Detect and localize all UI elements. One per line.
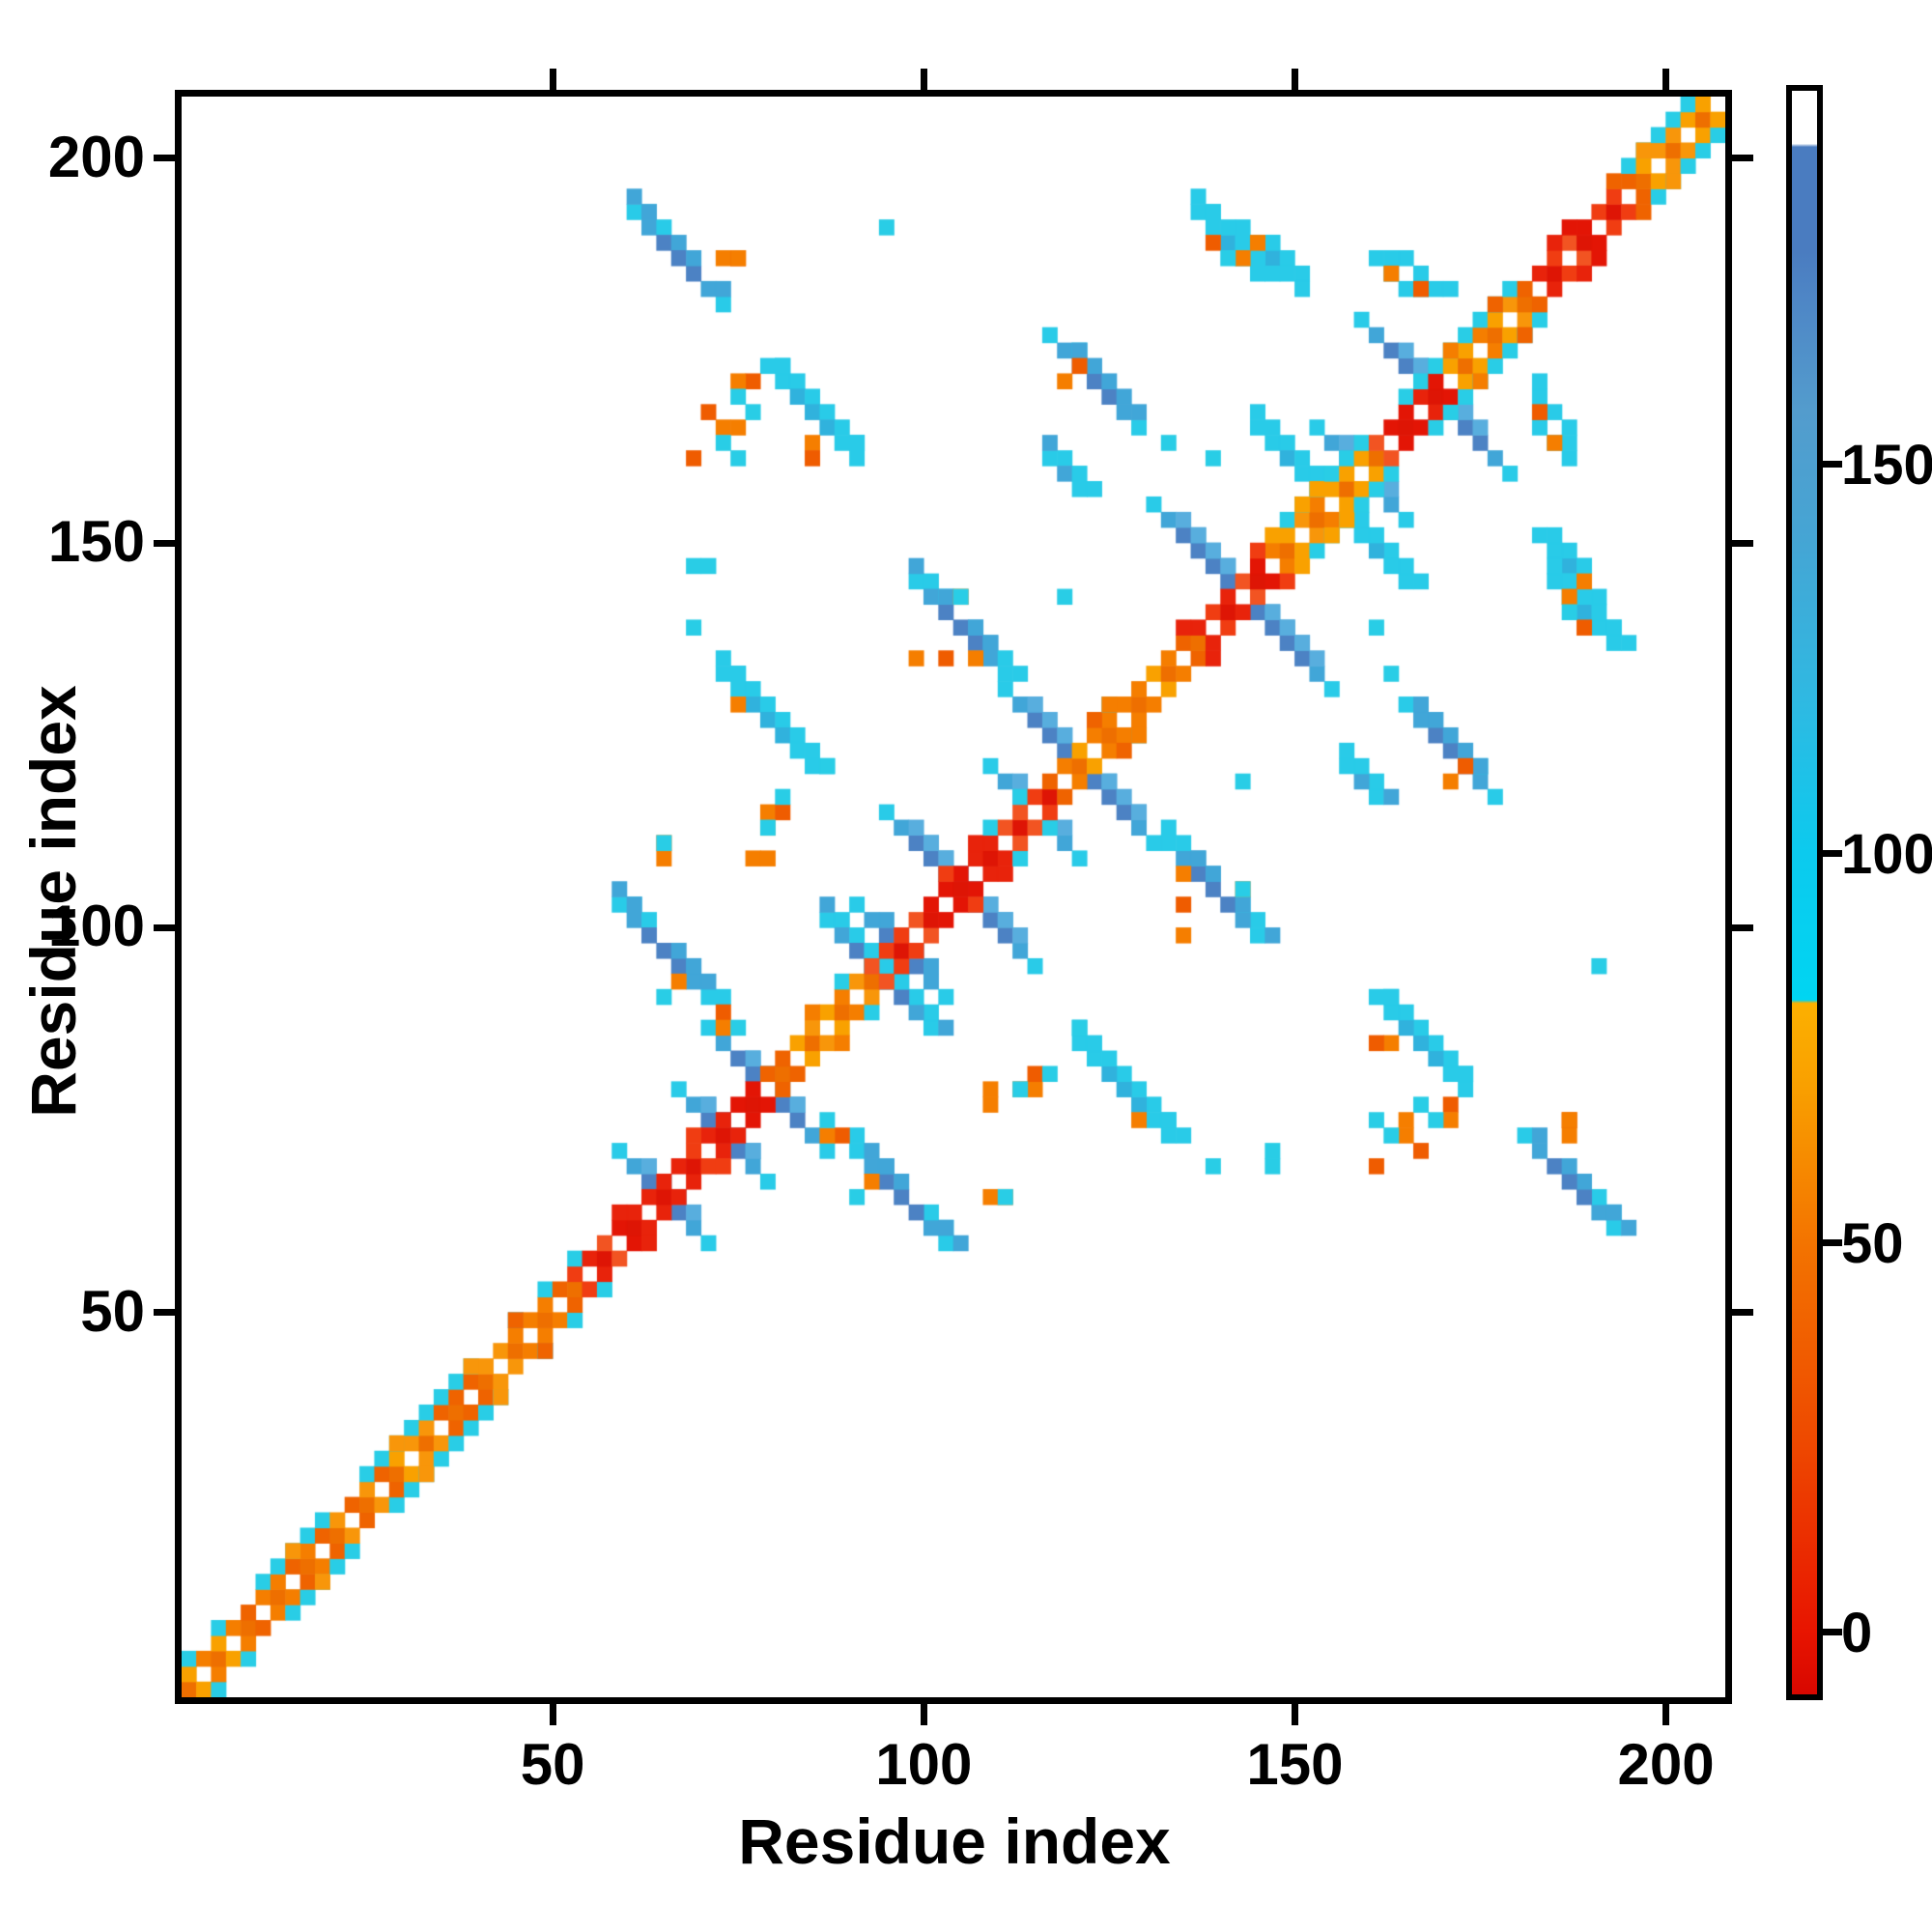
axis-tickmark <box>1823 850 1842 858</box>
colorbar-tick-label: 0 <box>1841 1601 1873 1664</box>
y-tick-label: 50 <box>80 1278 145 1344</box>
axis-tickmark <box>1662 1704 1670 1725</box>
axis-tickmark <box>1291 1704 1298 1725</box>
colorbar-gradient <box>1792 91 1817 1694</box>
axis-tickmark <box>1291 69 1298 90</box>
contact-map-canvas <box>182 97 1725 1697</box>
axis-tickmark <box>1662 69 1670 90</box>
x-tick-label: 50 <box>520 1732 585 1797</box>
colorbar-tick-label: 100 <box>1841 822 1932 886</box>
axis-tickmark <box>1823 461 1842 469</box>
axis-tickmark <box>1732 539 1753 547</box>
axis-tickmark <box>154 923 175 931</box>
x-axis-title: Residue index <box>738 1805 1171 1877</box>
axis-tickmark <box>920 69 927 90</box>
axis-tickmark <box>1823 1629 1842 1636</box>
y-axis-title: Residue index <box>17 685 89 1118</box>
axis-tickmark <box>154 539 175 547</box>
axis-tickmark <box>549 1704 556 1725</box>
axis-tickmark <box>920 1704 927 1725</box>
x-tick-label: 200 <box>1617 1732 1715 1797</box>
axis-tickmark <box>1732 1309 1753 1317</box>
axis-tickmark <box>1823 1239 1842 1247</box>
axis-tickmark <box>154 1309 175 1317</box>
axis-tickmark <box>1732 155 1753 162</box>
axis-tickmark <box>1732 923 1753 931</box>
y-tick-label: 150 <box>47 509 145 575</box>
y-tick-label: 200 <box>47 124 145 189</box>
axis-tickmark <box>549 69 556 90</box>
colorbar-tick-label: 50 <box>1841 1211 1904 1275</box>
y-tick-label: 100 <box>47 894 145 959</box>
x-tick-label: 150 <box>1246 1732 1344 1797</box>
axis-tickmark <box>154 155 175 162</box>
colorbar <box>1786 85 1823 1700</box>
x-tick-label: 100 <box>875 1732 973 1797</box>
colorbar-tick-label: 150 <box>1841 433 1932 497</box>
